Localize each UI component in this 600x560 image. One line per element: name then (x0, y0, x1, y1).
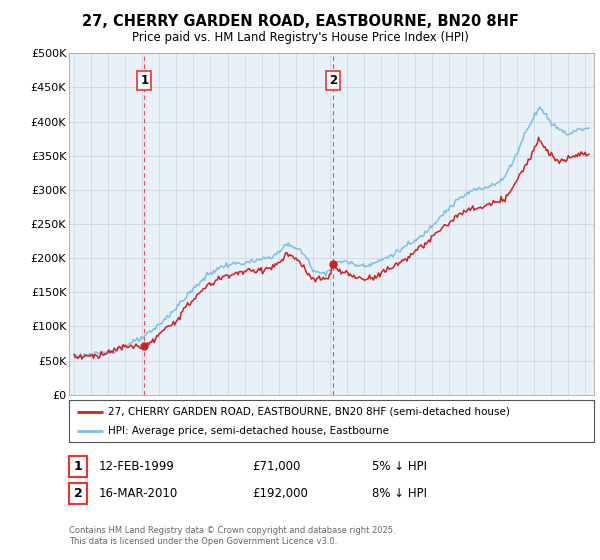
Text: 2: 2 (74, 487, 82, 500)
Text: 5% ↓ HPI: 5% ↓ HPI (372, 460, 427, 473)
Text: 12-FEB-1999: 12-FEB-1999 (99, 460, 175, 473)
Text: 2: 2 (329, 74, 337, 87)
Text: £71,000: £71,000 (252, 460, 301, 473)
Text: 8% ↓ HPI: 8% ↓ HPI (372, 487, 427, 500)
Text: Price paid vs. HM Land Registry's House Price Index (HPI): Price paid vs. HM Land Registry's House … (131, 31, 469, 44)
Text: 1: 1 (74, 460, 82, 473)
Text: HPI: Average price, semi-detached house, Eastbourne: HPI: Average price, semi-detached house,… (109, 426, 389, 436)
Text: 27, CHERRY GARDEN ROAD, EASTBOURNE, BN20 8HF (semi-detached house): 27, CHERRY GARDEN ROAD, EASTBOURNE, BN20… (109, 407, 510, 417)
Text: 1: 1 (140, 74, 148, 87)
Text: 16-MAR-2010: 16-MAR-2010 (99, 487, 178, 500)
Text: Contains HM Land Registry data © Crown copyright and database right 2025.
This d: Contains HM Land Registry data © Crown c… (69, 526, 395, 546)
Text: £192,000: £192,000 (252, 487, 308, 500)
Text: 27, CHERRY GARDEN ROAD, EASTBOURNE, BN20 8HF: 27, CHERRY GARDEN ROAD, EASTBOURNE, BN20… (82, 14, 518, 29)
